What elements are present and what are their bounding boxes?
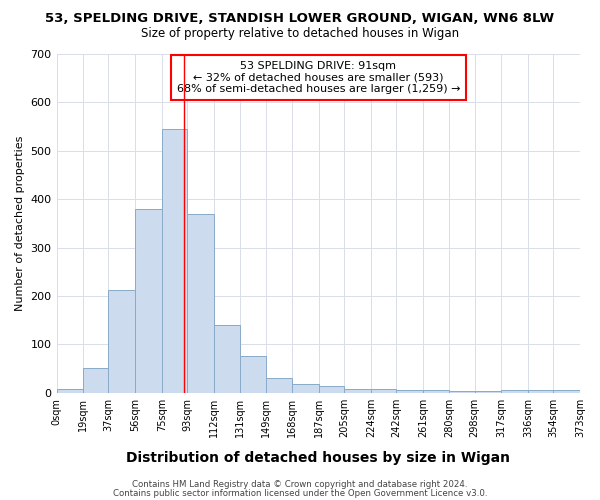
Bar bbox=[292, 384, 319, 393]
Bar bbox=[423, 390, 449, 393]
Bar bbox=[56, 390, 83, 393]
Y-axis label: Number of detached properties: Number of detached properties bbox=[15, 136, 25, 311]
Text: Size of property relative to detached houses in Wigan: Size of property relative to detached ho… bbox=[141, 28, 459, 40]
Bar bbox=[319, 386, 344, 393]
Bar bbox=[475, 392, 502, 393]
X-axis label: Distribution of detached houses by size in Wigan: Distribution of detached houses by size … bbox=[126, 451, 510, 465]
Bar bbox=[241, 356, 266, 393]
Bar bbox=[449, 392, 475, 393]
Bar bbox=[187, 214, 214, 393]
Bar bbox=[553, 390, 580, 393]
Bar bbox=[502, 390, 528, 393]
Bar bbox=[162, 129, 187, 393]
Bar bbox=[109, 290, 135, 393]
Bar bbox=[266, 378, 292, 393]
Bar bbox=[396, 390, 423, 393]
Text: Contains HM Land Registry data © Crown copyright and database right 2024.: Contains HM Land Registry data © Crown c… bbox=[132, 480, 468, 489]
Bar bbox=[528, 390, 553, 393]
Bar bbox=[214, 325, 241, 393]
Bar bbox=[83, 368, 109, 393]
Text: 53 SPELDING DRIVE: 91sqm
← 32% of detached houses are smaller (593)
68% of semi-: 53 SPELDING DRIVE: 91sqm ← 32% of detach… bbox=[176, 61, 460, 94]
Bar bbox=[135, 209, 162, 393]
Text: Contains public sector information licensed under the Open Government Licence v3: Contains public sector information licen… bbox=[113, 488, 487, 498]
Bar bbox=[344, 388, 371, 393]
Bar bbox=[371, 388, 396, 393]
Text: 53, SPELDING DRIVE, STANDISH LOWER GROUND, WIGAN, WN6 8LW: 53, SPELDING DRIVE, STANDISH LOWER GROUN… bbox=[46, 12, 554, 26]
